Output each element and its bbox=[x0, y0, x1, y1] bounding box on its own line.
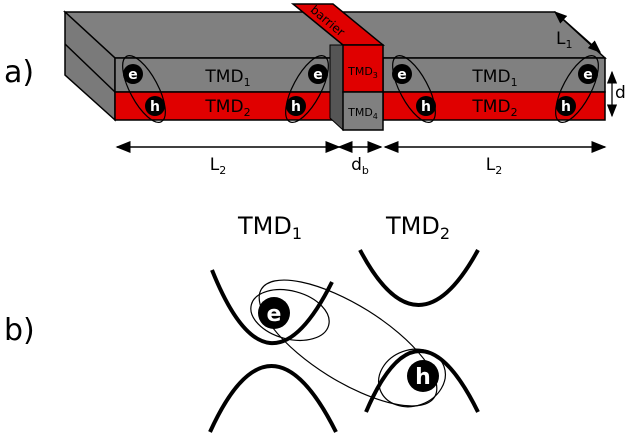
label-sub: 1 bbox=[292, 224, 302, 243]
hole-label: h bbox=[150, 99, 160, 115]
diagram: a) barrier TMD3 TMD4 TMD1 TMD2 TMD1 TMD2… bbox=[0, 0, 626, 445]
hole-label: h bbox=[561, 99, 571, 115]
electron-label: e bbox=[313, 67, 323, 83]
electron-label: e bbox=[583, 67, 593, 83]
label-sub: b bbox=[362, 164, 369, 177]
band-label: TMD1 bbox=[237, 212, 302, 243]
electron-label: e bbox=[397, 67, 407, 83]
label-base: TMD bbox=[385, 212, 440, 240]
label-base: TMD bbox=[204, 97, 243, 117]
barrier-side bbox=[330, 45, 343, 130]
label-base: TMD bbox=[237, 212, 292, 240]
label-base: TMD bbox=[471, 67, 510, 87]
electron-label: e bbox=[267, 302, 282, 327]
label-base: TMD bbox=[204, 67, 243, 87]
dimension-label: L2 bbox=[210, 155, 226, 177]
panel-b: b) TMD1 TMD2 e h bbox=[4, 212, 478, 432]
label-sub: 2 bbox=[440, 224, 450, 243]
panel-label: a) bbox=[4, 55, 34, 90]
label-sub: 4 bbox=[373, 112, 378, 121]
label-sub: 2 bbox=[219, 164, 226, 177]
label-sub: 1 bbox=[244, 76, 251, 89]
label-sub: 3 bbox=[373, 71, 378, 80]
label-sub: 2 bbox=[511, 106, 518, 119]
label-sub: 1 bbox=[511, 76, 518, 89]
electron-label: e bbox=[128, 67, 138, 83]
valence-band bbox=[210, 366, 336, 432]
hole-label: h bbox=[291, 99, 301, 115]
label-sub: 1 bbox=[565, 38, 572, 51]
panel-label: b) bbox=[4, 313, 35, 348]
label-sub: 2 bbox=[244, 106, 251, 119]
dimension-label: L2 bbox=[486, 155, 502, 177]
hole-label: h bbox=[421, 99, 431, 115]
label-sub: 2 bbox=[495, 164, 502, 177]
panel-a: a) barrier TMD3 TMD4 TMD1 TMD2 TMD1 TMD2… bbox=[4, 3, 626, 177]
label-base: TMD bbox=[347, 106, 373, 119]
band-label: TMD2 bbox=[385, 212, 450, 243]
label-base: TMD bbox=[471, 97, 510, 117]
dimension-label: d bbox=[615, 83, 626, 103]
label-base: d bbox=[351, 155, 362, 175]
dimension-label: db bbox=[351, 155, 369, 177]
conduction-band bbox=[360, 250, 478, 305]
hole-label: h bbox=[415, 365, 431, 390]
label-base: TMD bbox=[347, 65, 373, 78]
